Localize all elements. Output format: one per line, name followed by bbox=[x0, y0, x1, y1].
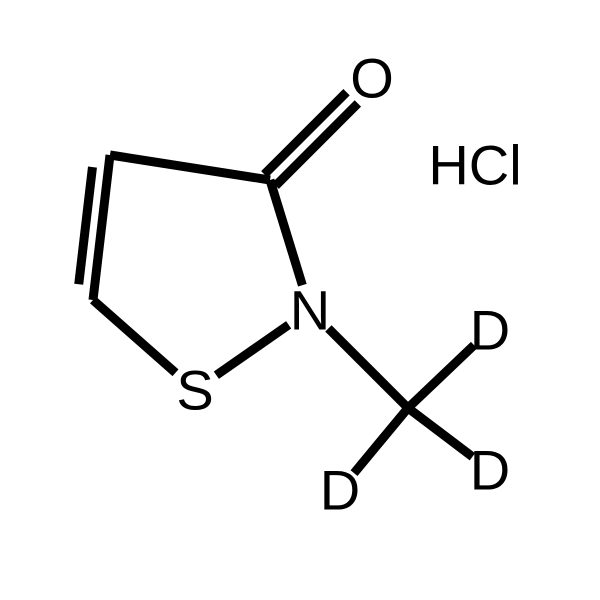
atom-label-n2: N bbox=[290, 279, 330, 342]
bond bbox=[408, 408, 472, 457]
atom-label-d1: D bbox=[470, 299, 510, 362]
bond bbox=[216, 325, 288, 375]
bond bbox=[328, 328, 408, 408]
bond bbox=[110, 155, 270, 180]
bonds-layer bbox=[79, 92, 474, 473]
salt-label: HCl bbox=[428, 134, 521, 197]
chemical-structure: S N O D D D HCl bbox=[0, 0, 600, 600]
atom-label-s1: S bbox=[176, 359, 213, 422]
bond bbox=[79, 167, 93, 284]
bond bbox=[270, 180, 302, 285]
atom-label-d2: D bbox=[470, 439, 510, 502]
bond bbox=[354, 408, 408, 473]
atom-label-o: O bbox=[350, 47, 394, 110]
bond bbox=[408, 345, 474, 408]
atom-label-d3: D bbox=[320, 459, 360, 522]
bond bbox=[93, 300, 176, 373]
